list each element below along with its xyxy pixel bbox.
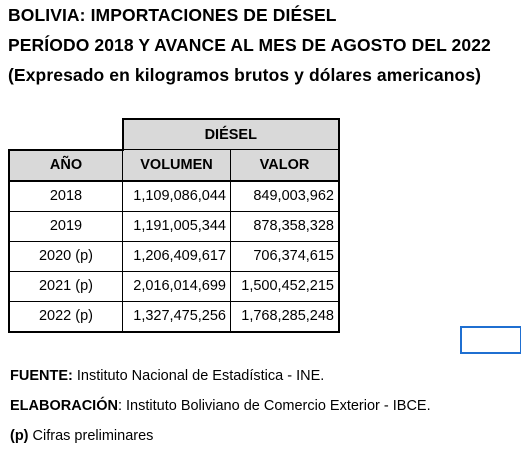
table-row: 2018 1,109,086,044 849,003,962 — [8, 180, 340, 212]
value-cell: 706,374,615 — [230, 240, 340, 272]
value-cell: 1,768,285,248 — [230, 300, 340, 333]
preliminary-text: Cifras preliminares — [28, 428, 154, 444]
source-note: FUENTE: Instituto Nacional de Estadístic… — [10, 368, 324, 384]
report-period: PERÍODO 2018 Y AVANCE AL MES DE AGOSTO D… — [8, 35, 491, 55]
elaboration-label: ELABORACIÓN — [10, 398, 118, 414]
column-header-year: AÑO — [8, 148, 123, 182]
table-row: 2021 (p) 2,016,014,699 1,500,452,215 — [8, 270, 340, 302]
year-cell: 2021 (p) — [8, 270, 123, 302]
elaboration-note: ELABORACIÓN: Instituto Boliviano de Come… — [10, 398, 431, 414]
report-units: (Expresado en kilogramos brutos y dólare… — [8, 65, 482, 85]
report-title: BOLIVIA: IMPORTACIONES DE DIÉSEL — [8, 5, 337, 25]
year-cell: 2018 — [8, 180, 123, 212]
volume-cell: 1,191,005,344 — [122, 210, 231, 242]
table-row: 2022 (p) 1,327,475,256 1,768,285,248 — [8, 300, 340, 333]
selected-cell-outline[interactable] — [460, 326, 521, 354]
value-cell: 849,003,962 — [230, 180, 340, 212]
year-cell: 2022 (p) — [8, 300, 123, 333]
table-group-header-row: DIÉSEL — [9, 118, 340, 150]
preliminary-label: (p) — [10, 428, 29, 444]
elaboration-text: : Instituto Boliviano de Comercio Exteri… — [117, 398, 431, 414]
volume-cell: 1,206,409,617 — [122, 240, 231, 272]
volume-cell: 2,016,014,699 — [122, 270, 231, 302]
source-text: Instituto Nacional de Estadística - INE. — [72, 368, 325, 384]
column-header-volume: VOLUMEN — [122, 149, 231, 182]
year-cell: 2019 — [8, 210, 123, 242]
preliminary-note: (p) Cifras preliminares — [10, 428, 153, 444]
diesel-group-header: DIÉSEL — [121, 118, 340, 150]
imports-table: DIÉSEL AÑO VOLUMEN VALOR 2018 1,109,086,… — [8, 118, 340, 333]
table-row: 2020 (p) 1,206,409,617 706,374,615 — [8, 240, 340, 272]
source-label: FUENTE: — [10, 368, 73, 384]
value-cell: 878,358,328 — [230, 210, 340, 242]
table-corner-cell — [9, 119, 123, 150]
column-header-value: VALOR — [230, 149, 340, 182]
table-row: 2019 1,191,005,344 878,358,328 — [8, 210, 340, 242]
value-cell: 1,500,452,215 — [230, 270, 340, 302]
year-cell: 2020 (p) — [8, 240, 123, 272]
volume-cell: 1,327,475,256 — [122, 300, 231, 333]
table-column-header-row: AÑO VOLUMEN VALOR — [8, 148, 340, 182]
volume-cell: 1,109,086,044 — [122, 180, 231, 212]
